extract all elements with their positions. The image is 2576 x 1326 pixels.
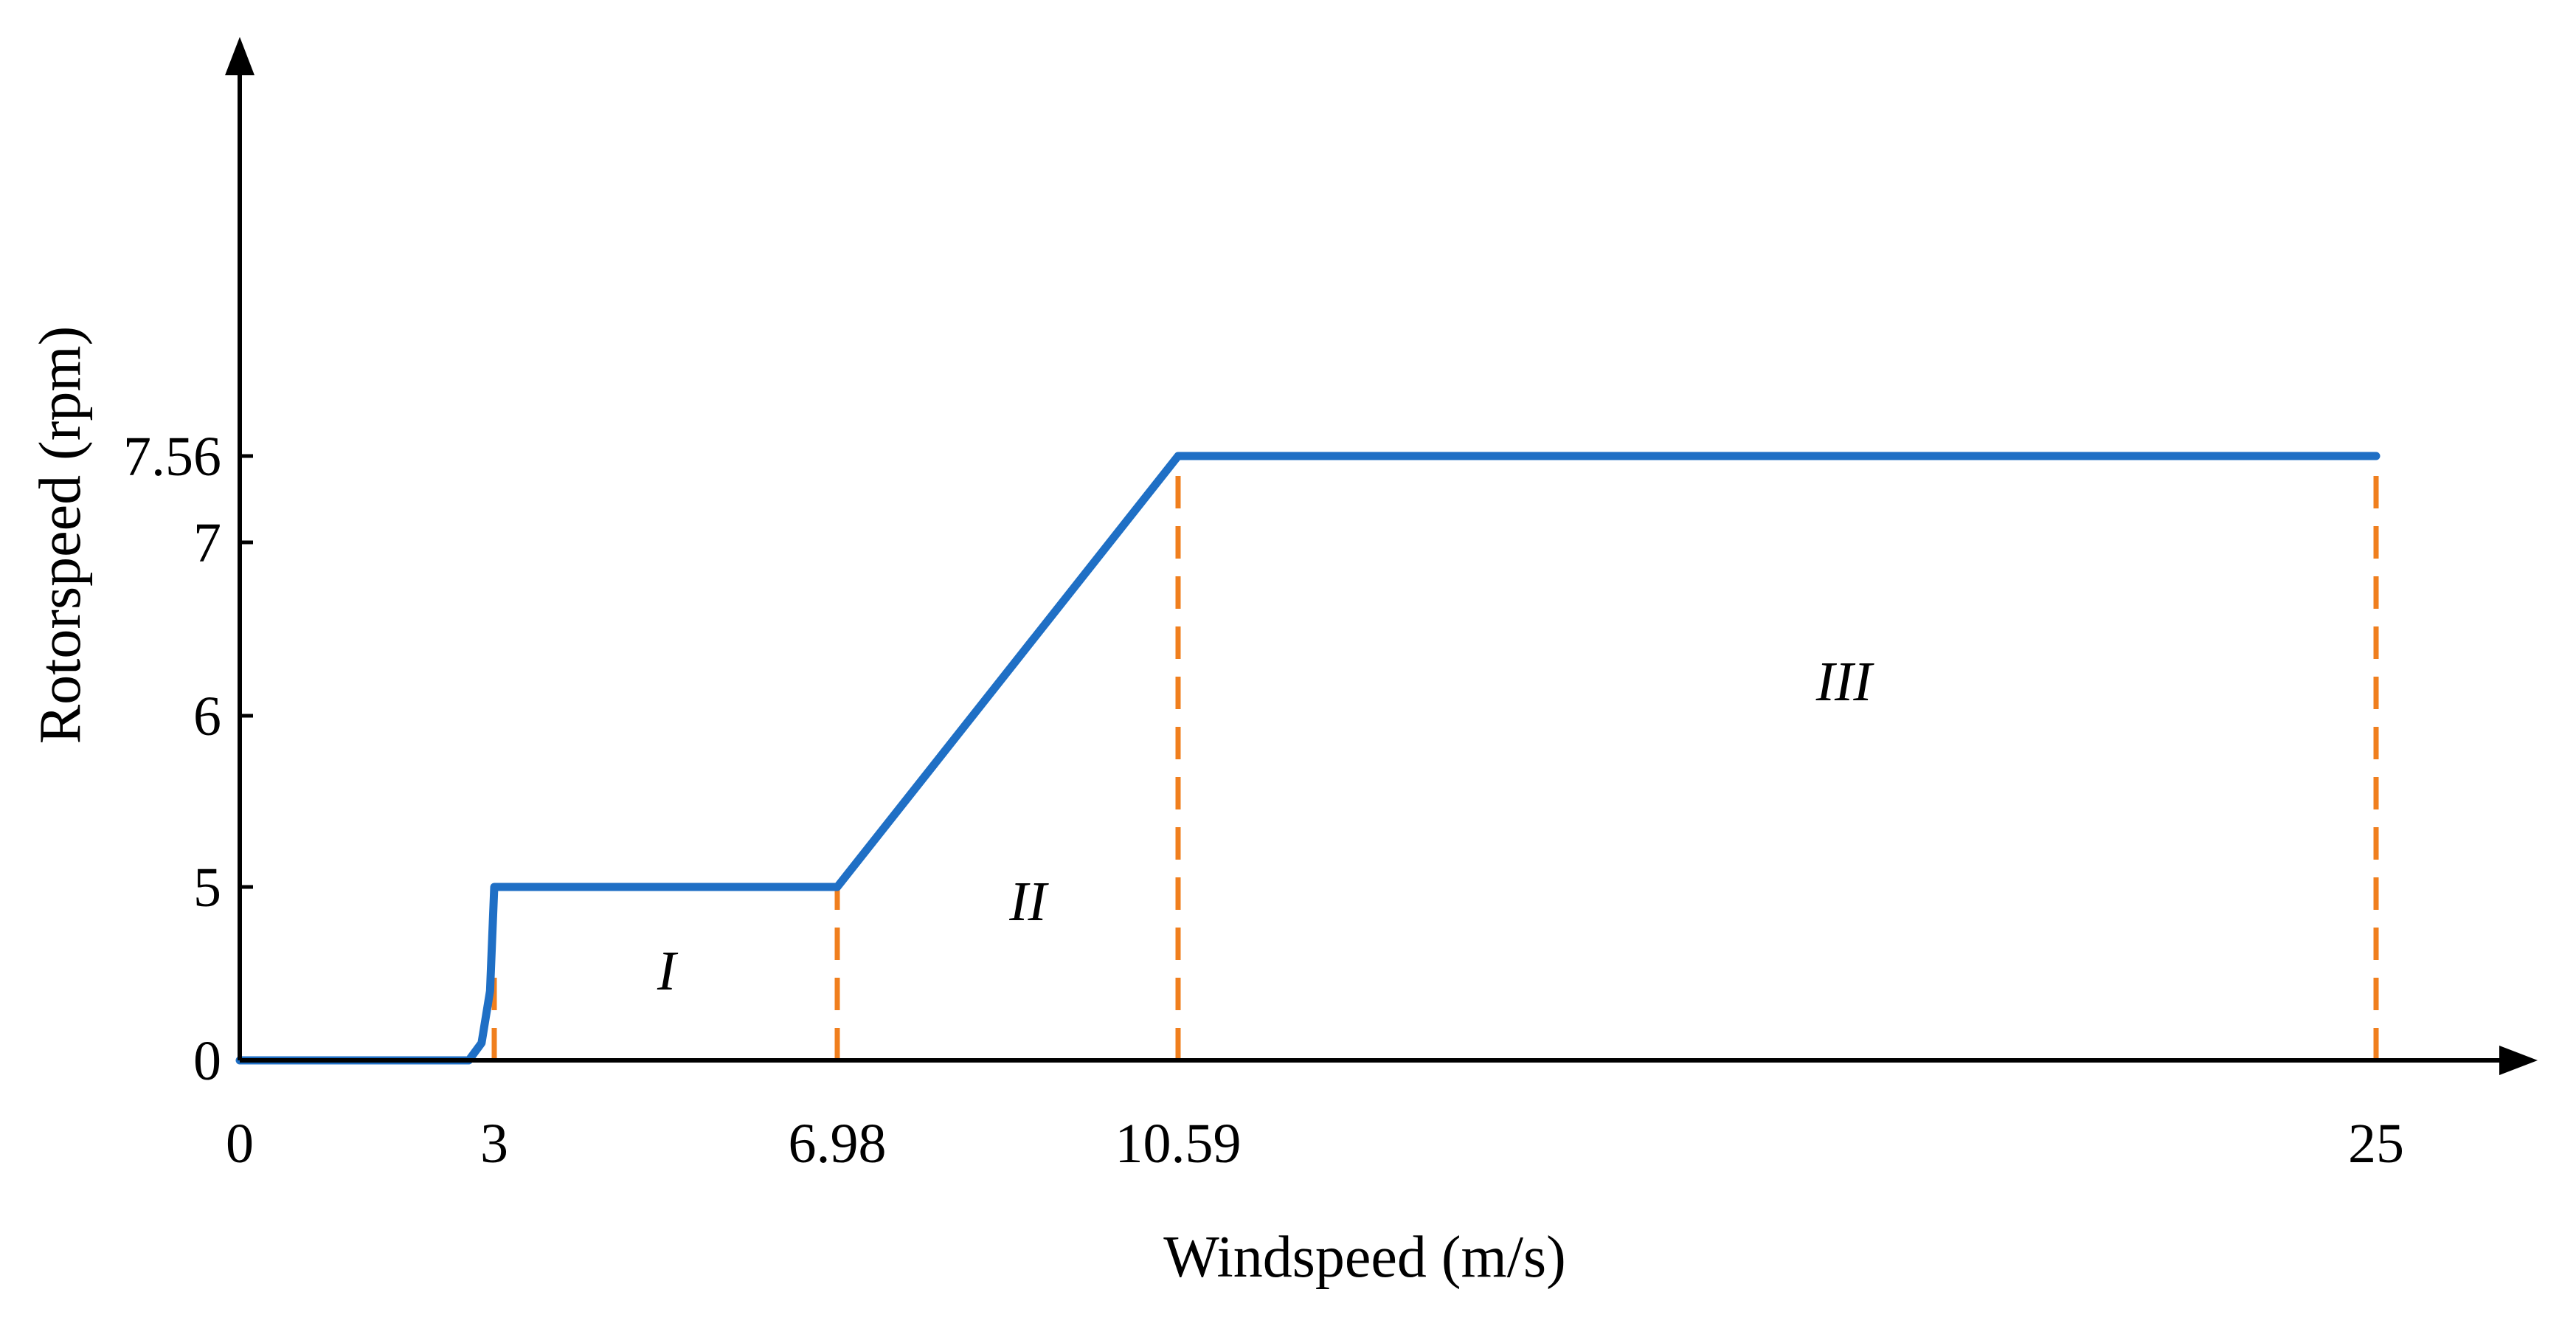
x-tick-label-2: 6.98 (789, 1113, 887, 1175)
x-tick-label-0: 0 (226, 1113, 254, 1175)
x-tick-label-1: 3 (480, 1113, 508, 1175)
axes-layer (225, 37, 2538, 1075)
y-tick-label-4: 7.56 (123, 426, 221, 488)
series-layer (235, 452, 2381, 1065)
y-tick-label-1: 5 (193, 857, 221, 919)
region-label-0: I (657, 940, 679, 1002)
labels-layer: 0 5 6 7 7.56 0 3 6.98 10.59 25 Windspeed (m/s) Roto… (28, 326, 2404, 1290)
series-line-0 (235, 452, 2381, 1065)
x-axis-title: Windspeed (m/s) (1163, 1225, 1566, 1290)
y-axis-title: Rotorspeed (rpm) (28, 326, 93, 745)
x-axis-arrow (2499, 1046, 2538, 1075)
x-tick-label-4: 25 (2348, 1113, 2404, 1175)
y-tick-label-0: 0 (193, 1030, 221, 1092)
region-label-2: III (1815, 651, 1875, 713)
reference-lines-layer (491, 456, 2379, 1060)
x-tick-label-3: 10.59 (1115, 1113, 1242, 1175)
y-axis-arrow (225, 37, 255, 75)
region-label-1: II (1008, 871, 1049, 933)
y-tick-label-2: 6 (193, 686, 221, 747)
y-tick-label-3: 7 (193, 512, 221, 574)
